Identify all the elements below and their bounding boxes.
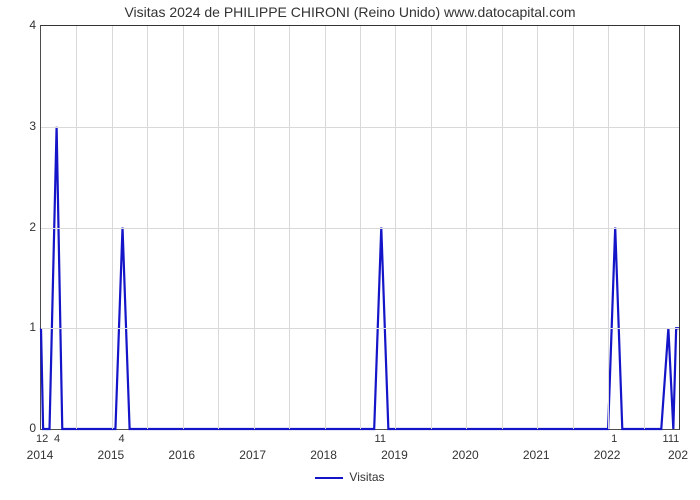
gridline-v (395, 26, 396, 429)
gridline-v (147, 26, 148, 429)
plot-area (40, 25, 680, 430)
gridline-v (325, 26, 326, 429)
gridline-v (218, 26, 219, 429)
x-peak-label: 4 (54, 433, 60, 445)
gridline-v (254, 26, 255, 429)
x-peak-label: 11 (375, 433, 386, 445)
gridline-v (502, 26, 503, 429)
x-tick-year: 2020 (452, 448, 479, 462)
gridline-v (112, 26, 113, 429)
gridline-v (573, 26, 574, 429)
x-peak-label: 12 (36, 433, 48, 445)
x-tick-year: 2015 (98, 448, 125, 462)
x-tick-year: 2022 (594, 448, 621, 462)
x-tick-year: 2018 (310, 448, 337, 462)
y-tick-label: 4 (6, 18, 36, 32)
y-tick-label: 0 (6, 421, 36, 435)
legend-swatch (315, 477, 343, 479)
x-tick-year: 202 (668, 448, 688, 462)
x-tick-year: 2016 (168, 448, 195, 462)
gridline-v (289, 26, 290, 429)
legend-label: Visitas (349, 470, 384, 484)
x-tick-year: 2014 (27, 448, 54, 462)
y-tick-label: 1 (6, 320, 36, 334)
gridline-v (608, 26, 609, 429)
gridline-v (466, 26, 467, 429)
gridline-v (644, 26, 645, 429)
chart-title: Visitas 2024 de PHILIPPE CHIRONI (Reino … (0, 4, 700, 20)
x-tick-year: 2017 (239, 448, 266, 462)
gridline-v (537, 26, 538, 429)
x-peak-label: 111 (663, 433, 680, 445)
x-peak-label: 4 (118, 433, 124, 445)
gridline-v (183, 26, 184, 429)
legend: Visitas (0, 470, 700, 484)
x-tick-year: 2021 (523, 448, 550, 462)
y-tick-label: 3 (6, 119, 36, 133)
gridline-v (360, 26, 361, 429)
x-tick-year: 2019 (381, 448, 408, 462)
y-tick-label: 2 (6, 220, 36, 234)
gridline-v (431, 26, 432, 429)
gridline-v (76, 26, 77, 429)
x-peak-label: 1 (611, 433, 617, 445)
